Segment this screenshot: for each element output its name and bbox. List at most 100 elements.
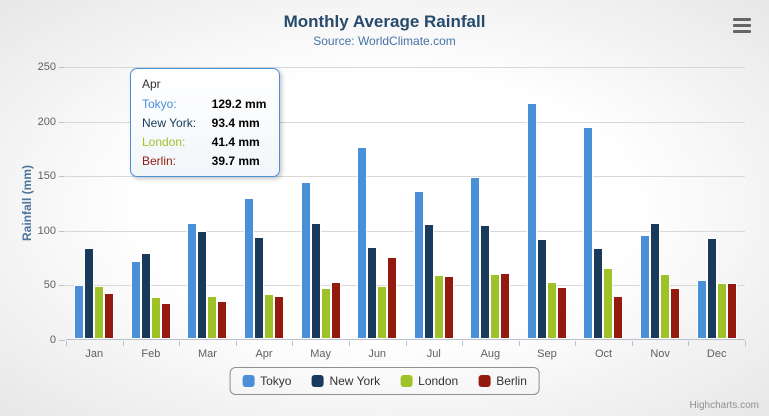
- bar-tokyo-sep[interactable]: [526, 102, 537, 339]
- bar-berlin-oct[interactable]: [613, 296, 624, 339]
- bar-new-york-mar[interactable]: [197, 231, 208, 339]
- x-axis-tick: [518, 341, 520, 346]
- bar-london-sep[interactable]: [546, 281, 557, 339]
- bar-tokyo-jul[interactable]: [413, 190, 424, 339]
- y-axis-tick: [59, 121, 65, 123]
- x-axis-tick: [179, 341, 181, 346]
- y-axis-tick: [59, 176, 65, 178]
- legend-label: London: [418, 374, 459, 388]
- x-axis-tick-label: Mar: [197, 348, 217, 360]
- category-group-may: [292, 67, 349, 339]
- legend-item-london[interactable]: London: [400, 374, 458, 388]
- x-axis-tick-label: Dec: [706, 348, 727, 360]
- bar-berlin-dec[interactable]: [726, 283, 737, 339]
- x-axis-tick: [745, 341, 746, 346]
- legend: Tokyo New York London Berlin: [229, 367, 540, 395]
- bar-berlin-jul[interactable]: [443, 276, 454, 339]
- bar-new-york-sep[interactable]: [536, 239, 547, 339]
- bar-tokyo-oct[interactable]: [583, 127, 594, 339]
- bar-tokyo-jan[interactable]: [74, 284, 85, 339]
- tooltip-series-value: 93.4 mm: [211, 116, 260, 130]
- hamburger-menu-icon[interactable]: [731, 16, 753, 35]
- gridline: [66, 230, 745, 232]
- gridline: [66, 176, 745, 178]
- bar-new-york-feb[interactable]: [140, 252, 151, 339]
- bar-berlin-jan[interactable]: [104, 292, 115, 339]
- hamburger-line: [733, 18, 751, 21]
- bar-tokyo-may[interactable]: [300, 181, 311, 339]
- credits-link[interactable]: Highcharts.com: [689, 400, 759, 411]
- bar-berlin-may[interactable]: [330, 281, 341, 339]
- bar-london-oct[interactable]: [603, 267, 614, 339]
- x-axis-tick: [235, 341, 237, 346]
- bar-berlin-jun[interactable]: [387, 256, 398, 339]
- tooltip-series-value: 129.2 mm: [211, 97, 267, 111]
- bar-tokyo-nov[interactable]: [640, 234, 651, 339]
- bar-tokyo-aug[interactable]: [470, 176, 481, 339]
- bar-new-york-oct[interactable]: [593, 247, 604, 339]
- x-axis-tick: [292, 341, 294, 346]
- category-group-nov: [632, 67, 689, 339]
- bar-tokyo-mar[interactable]: [187, 222, 198, 339]
- bar-london-dec[interactable]: [716, 283, 727, 339]
- bar-new-york-apr[interactable]: [254, 237, 265, 339]
- tooltip-series-label: Tokyo:: [142, 97, 177, 111]
- x-axis-tick-label: Jul: [426, 348, 441, 360]
- bar-london-jun[interactable]: [377, 286, 388, 339]
- bar-tokyo-apr[interactable]: [244, 197, 255, 339]
- tooltip-series-value: 39.7 mm: [211, 154, 260, 168]
- bar-berlin-mar[interactable]: [217, 301, 228, 339]
- legend-label: Berlin: [496, 374, 527, 388]
- x-axis-tick-label: Jun: [368, 348, 387, 360]
- gridline: [66, 67, 745, 68]
- bar-berlin-aug[interactable]: [500, 273, 511, 339]
- legend-item-new-york[interactable]: New York: [311, 374, 380, 388]
- x-axis-tick-label: Feb: [141, 348, 161, 360]
- bar-berlin-apr[interactable]: [274, 295, 285, 339]
- legend-item-berlin[interactable]: Berlin: [478, 374, 527, 388]
- bar-london-nov[interactable]: [660, 274, 671, 339]
- legend-item-tokyo[interactable]: Tokyo: [242, 374, 291, 388]
- gridline: [66, 285, 745, 287]
- bar-tokyo-jun[interactable]: [357, 146, 368, 339]
- bar-berlin-sep[interactable]: [556, 287, 567, 339]
- bar-london-jul[interactable]: [433, 274, 444, 339]
- category-group-dec: [688, 67, 745, 339]
- x-axis-tick-label: Jan: [85, 348, 104, 360]
- x-axis-tick-label: Apr: [255, 348, 273, 360]
- bar-new-york-dec[interactable]: [706, 238, 717, 339]
- bar-london-may[interactable]: [320, 287, 331, 339]
- bar-berlin-feb[interactable]: [160, 302, 171, 339]
- category-group-apr: [236, 67, 293, 339]
- hamburger-line: [733, 30, 751, 33]
- bar-new-york-nov[interactable]: [650, 222, 661, 339]
- x-axis-tick: [66, 341, 67, 346]
- bar-berlin-nov[interactable]: [670, 287, 681, 339]
- legend-swatch: [311, 375, 324, 387]
- tooltip-rows: Tokyo: 129.2 mm New York: 93.4 mm London: 41.…: [142, 97, 268, 168]
- hamburger-line: [733, 24, 751, 27]
- category-group-sep: [519, 67, 576, 339]
- y-axis-tick-label: 0: [49, 334, 56, 346]
- x-axis-tick-label: Nov: [650, 348, 670, 360]
- bar-london-feb[interactable]: [150, 296, 161, 339]
- y-axis-tick-label: 250: [37, 61, 56, 73]
- category-group-feb: [123, 67, 180, 339]
- category-group-jul: [405, 67, 462, 339]
- bar-london-mar[interactable]: [207, 296, 218, 339]
- bar-london-jan[interactable]: [94, 285, 105, 339]
- legend-label: New York: [329, 374, 381, 388]
- bar-tokyo-dec[interactable]: [696, 279, 707, 339]
- bar-new-york-jul[interactable]: [423, 224, 434, 339]
- legend-swatch: [400, 375, 413, 387]
- bar-tokyo-feb[interactable]: [130, 260, 141, 339]
- bar-new-york-aug[interactable]: [480, 225, 491, 339]
- tooltip: Apr Tokyo: 129.2 mm New York: 93.4 mm London…: [130, 68, 280, 177]
- bar-new-york-jan[interactable]: [84, 247, 95, 339]
- bar-london-aug[interactable]: [490, 273, 501, 339]
- bar-london-apr[interactable]: [264, 293, 275, 339]
- legend-label: Tokyo: [260, 374, 292, 388]
- bar-new-york-jun[interactable]: [367, 246, 378, 339]
- bar-new-york-may[interactable]: [310, 223, 321, 339]
